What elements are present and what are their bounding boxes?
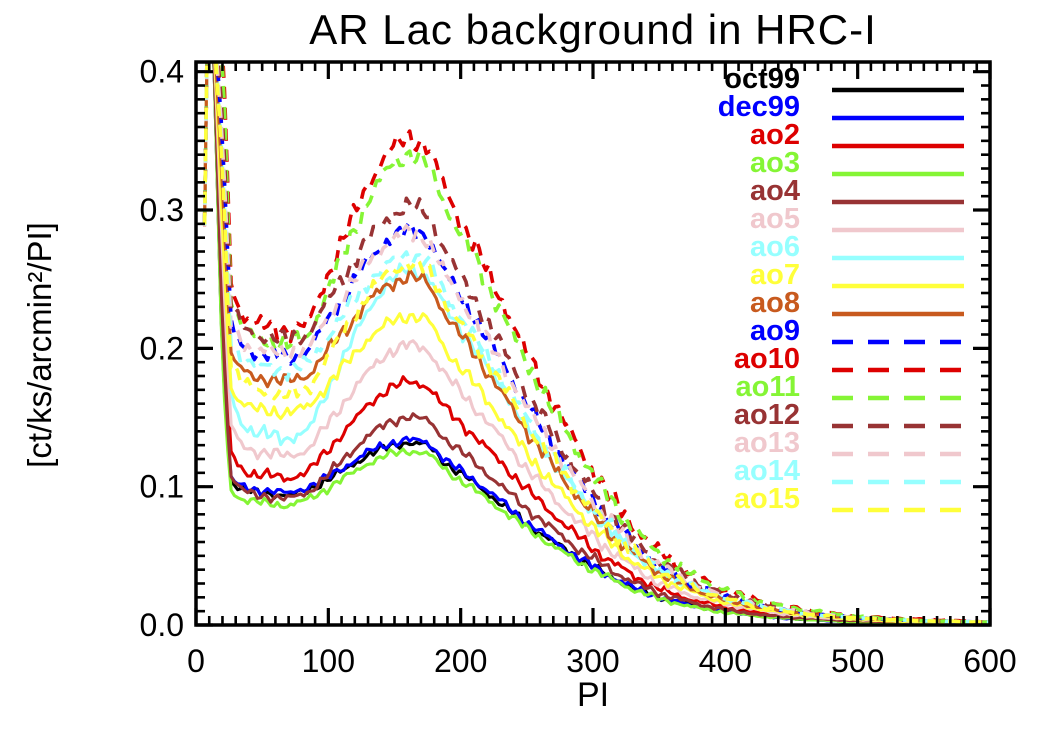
y-tick-label-0.3: 0.3 xyxy=(140,192,184,228)
series-ao13-curve xyxy=(202,61,989,624)
legend-entry-dec99: dec99 xyxy=(718,91,964,123)
x-tick-label-600: 600 xyxy=(963,643,1016,679)
legend-label-ao12: ao12 xyxy=(734,399,800,431)
series-ao15-curve xyxy=(202,61,989,624)
x-tick-label-100: 100 xyxy=(302,643,355,679)
legend-label-ao3: ao3 xyxy=(750,147,800,179)
y-axis-label: [ct/ks/arcmin²/PI] xyxy=(21,222,58,468)
x-tick-label-200: 200 xyxy=(434,643,487,679)
legend: oct99dec99ao2ao3ao4ao5ao6ao7ao8ao9ao10ao… xyxy=(718,63,964,515)
legend-label-ao4: ao4 xyxy=(750,175,800,207)
legend-entry-ao9: ao9 xyxy=(750,315,964,347)
legend-entry-ao12: ao12 xyxy=(734,399,964,431)
legend-label-ao10: ao10 xyxy=(734,343,800,375)
legend-label-ao7: ao7 xyxy=(750,259,800,291)
legend-entry-ao6: ao6 xyxy=(750,231,964,263)
legend-entry-ao2: ao2 xyxy=(750,119,964,151)
tick-labels: 0 100 200 300 400 500 600 0.0 0.1 0.2 0.3 0.4 xyxy=(140,54,1017,679)
legend-entry-ao3: ao3 xyxy=(750,147,964,179)
x-tick-label-400: 400 xyxy=(699,643,752,679)
x-tick-label-300: 300 xyxy=(566,643,619,679)
legend-label-ao5: ao5 xyxy=(750,203,800,235)
legend-entry-ao8: ao8 xyxy=(750,287,964,319)
legend-label-ao9: ao9 xyxy=(750,315,800,347)
legend-entry-ao15: ao15 xyxy=(734,483,964,515)
y-tick-label-0.0: 0.0 xyxy=(140,607,184,643)
x-axis-label: PI xyxy=(576,676,610,714)
plot-frame xyxy=(194,60,992,627)
y-tick-label-0.4: 0.4 xyxy=(140,54,184,90)
axes xyxy=(194,60,992,627)
legend-label-ao8: ao8 xyxy=(750,287,800,319)
legend-entry-oct99: oct99 xyxy=(724,63,964,95)
legend-label-ao11: ao11 xyxy=(736,371,801,403)
legend-entry-ao4: ao4 xyxy=(750,175,964,207)
legend-entry-ao11: ao11 xyxy=(736,371,964,403)
legend-label-ao6: ao6 xyxy=(750,231,800,263)
legend-entry-ao10: ao10 xyxy=(734,343,964,375)
legend-label-ao14: ao14 xyxy=(734,455,800,487)
legend-entry-ao7: ao7 xyxy=(750,259,964,291)
legend-label-ao15: ao15 xyxy=(734,483,800,515)
series-ao12-curve xyxy=(202,61,989,624)
x-tick-label-500: 500 xyxy=(831,643,884,679)
legend-label-ao13: ao13 xyxy=(734,427,800,459)
y-tick-label-0.1: 0.1 xyxy=(140,469,184,505)
legend-entry-ao14: ao14 xyxy=(734,455,964,487)
legend-label-ao2: ao2 xyxy=(750,119,800,151)
legend-entry-ao13: ao13 xyxy=(734,427,964,459)
x-tick-label-0: 0 xyxy=(187,643,205,679)
legend-label-dec99: dec99 xyxy=(718,91,800,123)
legend-entry-ao5: ao5 xyxy=(750,203,964,235)
chart-title: AR Lac background in HRC-I xyxy=(309,6,877,53)
legend-label-oct99: oct99 xyxy=(724,63,800,95)
y-tick-label-0.2: 0.2 xyxy=(140,330,184,366)
